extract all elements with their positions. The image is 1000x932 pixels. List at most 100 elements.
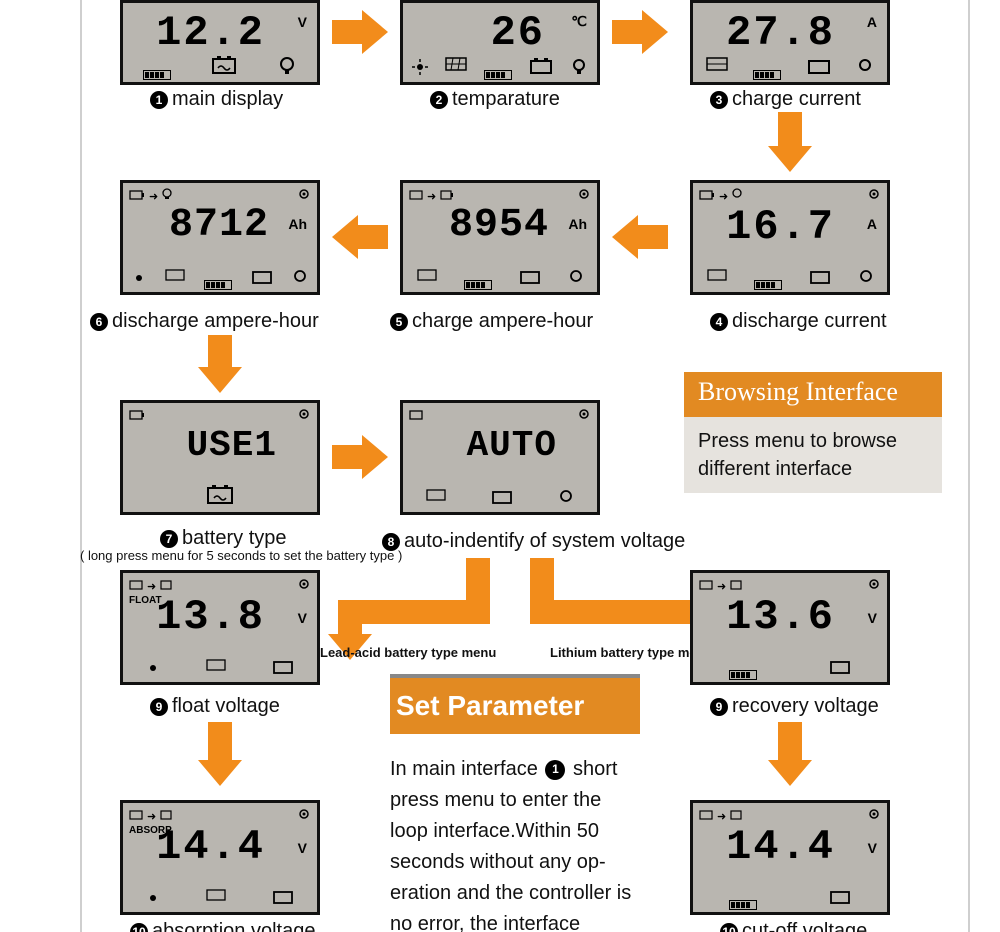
arrow-small-icon: ➜ — [147, 580, 156, 593]
panel-small-icon — [129, 807, 143, 825]
lcd-unit: V — [298, 610, 307, 626]
battery-icon — [519, 269, 541, 290]
lcd-value: 14.4 — [156, 823, 265, 871]
caption-auto-voltage: 8auto-indentify of system voltage — [382, 530, 685, 553]
battery-bars-icon — [729, 670, 757, 680]
lcd-icon-row — [123, 889, 317, 910]
lcd-icon-row — [123, 55, 317, 80]
panel-icon — [206, 659, 226, 680]
gear-icon — [297, 807, 311, 826]
bullet-8: 8 — [382, 533, 400, 551]
arrow-small-icon: ➜ — [717, 810, 726, 823]
lcd-unit: ℃ — [571, 13, 587, 30]
lcd-icon-row — [693, 269, 887, 290]
lcd-unit: V — [298, 840, 307, 856]
battery-bars-icon — [753, 70, 781, 80]
lcd-charge-ah: ➜ 8954 Ah — [400, 180, 600, 295]
lcd-icon-row — [693, 889, 887, 910]
battery-icon — [809, 269, 831, 290]
lcd-unit: A — [867, 216, 877, 232]
lcd-header-icons — [409, 407, 425, 425]
caption-temperature: 2temparature — [430, 88, 560, 111]
bullet-9b: 9 — [710, 698, 728, 716]
lcd-value: 27.8 — [726, 9, 835, 57]
lcd-icon-row — [403, 269, 597, 290]
gear-icon — [297, 407, 311, 426]
lcd-unit: V — [298, 14, 307, 30]
lcd-unit: A — [867, 14, 877, 30]
gear-icon — [867, 807, 881, 826]
battery-small-icon — [129, 407, 145, 425]
set-parameter-post: short press menu to enter the loop inter… — [390, 758, 631, 932]
sun-icon — [146, 891, 160, 910]
battery-bars-icon — [464, 280, 492, 290]
gear-icon — [867, 577, 881, 596]
lcd-charge-current: 27.8 A — [690, 0, 890, 85]
caption-text: discharge ampere-hour — [112, 310, 319, 332]
lcd-icon-row — [693, 659, 887, 680]
panel-icon — [206, 889, 226, 910]
bullet-7: 7 — [160, 530, 178, 548]
battery-bars-icon — [143, 70, 171, 80]
battery-icon — [529, 57, 553, 80]
battery-icon — [829, 659, 851, 680]
caption-text: recovery voltage — [732, 695, 879, 717]
battery-bars-icon — [204, 280, 232, 290]
lcd-icon-row — [403, 57, 597, 80]
arrow-right-icon — [332, 435, 388, 479]
panel-icon — [445, 57, 467, 80]
set-parameter-pre: In main interface — [390, 758, 538, 780]
lcd-icon-row — [123, 659, 317, 680]
right-rule — [968, 0, 970, 932]
bullet-10a: 10 — [130, 923, 148, 932]
set-parameter-title: Set Parameter — [390, 674, 640, 734]
lcd-value: 14.4 — [726, 823, 835, 871]
arrow-right-icon — [332, 10, 388, 54]
bullet-5: 5 — [390, 313, 408, 331]
battery-icon — [272, 659, 294, 680]
gear-icon — [577, 187, 591, 206]
bullet-10b: 10 — [720, 923, 738, 932]
lcd-value: 26 — [491, 9, 545, 57]
sun-icon — [412, 59, 428, 80]
gear-icon — [867, 187, 881, 206]
arrow-down-icon — [768, 722, 812, 786]
caption-absorption-voltage: 10absorption voltage — [130, 920, 315, 932]
bullet-6: 6 — [90, 313, 108, 331]
gear-icon — [577, 407, 591, 426]
battery-small-icon — [409, 407, 425, 425]
battery-icon — [829, 889, 851, 910]
bulb-icon — [570, 57, 588, 80]
sun-icon — [146, 661, 160, 680]
lcd-discharge-ah: ➜ 8712 Ah — [120, 180, 320, 295]
arrow-small-icon: ➜ — [147, 810, 156, 823]
panel-icon — [417, 269, 437, 290]
arrow-down-icon — [198, 722, 242, 786]
set-parameter-body: In main interface 1 short press menu to … — [390, 734, 640, 932]
arrow-left-icon — [612, 215, 668, 259]
lcd-value: USE1 — [187, 425, 277, 466]
caption-text: temparature — [452, 88, 560, 110]
gear-icon — [297, 187, 311, 206]
battery-icon — [211, 55, 237, 80]
gear-icon — [297, 577, 311, 596]
lcd-cutoff-voltage: ➜ 14.4 V — [690, 800, 890, 915]
browsing-title: Browsing Interface — [684, 372, 942, 417]
arrow-left-icon — [332, 215, 388, 259]
lcd-unit: Ah — [568, 216, 587, 232]
battery-icon — [491, 489, 513, 510]
panel-icon — [707, 269, 727, 290]
lcd-battery-type: USE1 — [120, 400, 320, 515]
battery-icon — [807, 57, 831, 80]
set-parameter-num: 1 — [545, 760, 565, 780]
bullet-1: 1 — [150, 91, 168, 109]
browsing-panel: Browsing Interface Press menu to browse … — [684, 372, 942, 493]
label-lithium: Lithium battery type menu — [550, 645, 713, 660]
panel-small-icon — [129, 577, 143, 595]
lcd-value: 13.8 — [156, 593, 265, 641]
caption-text: float voltage — [172, 695, 280, 717]
panel-icon — [426, 489, 446, 510]
lcd-float-voltage: ➜ FLOAT 13.8 V — [120, 570, 320, 685]
arrow-small-icon: ➜ — [717, 580, 726, 593]
lcd-value: 8712 — [169, 203, 269, 248]
